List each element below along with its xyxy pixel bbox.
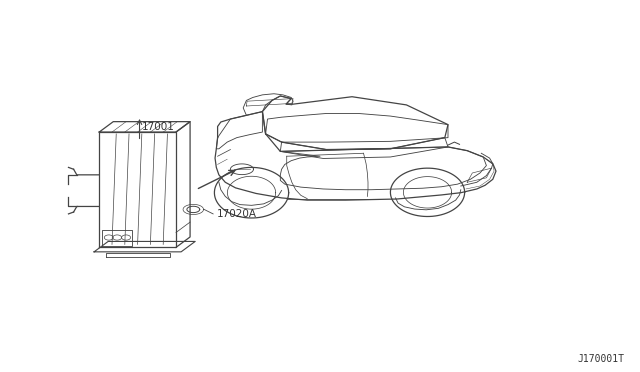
Text: 17001: 17001 [142,122,175,132]
Text: J170001T: J170001T [577,354,624,364]
Text: 17020A: 17020A [216,209,257,219]
